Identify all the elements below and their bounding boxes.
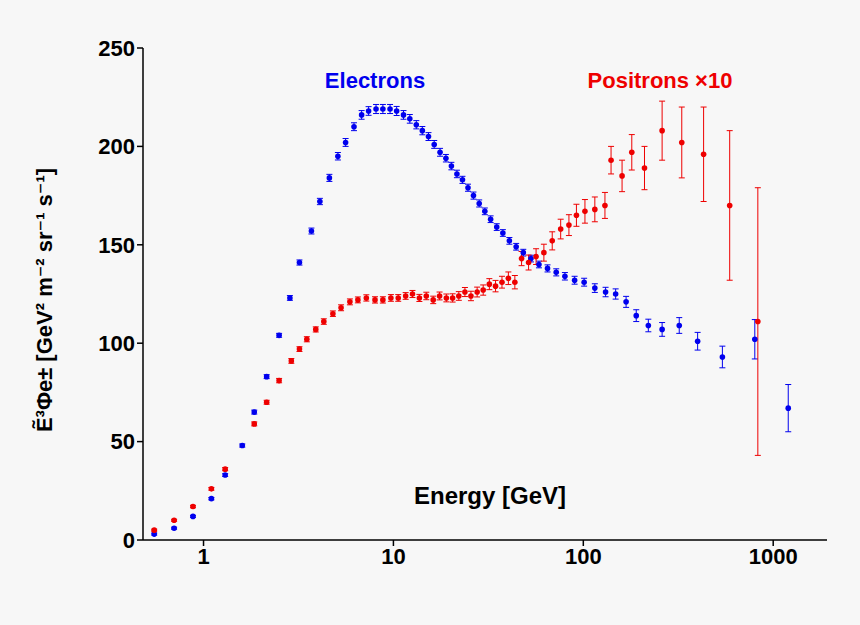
svg-text:100: 100 (98, 331, 135, 356)
svg-text:250: 250 (98, 36, 135, 61)
svg-text:1: 1 (197, 544, 209, 569)
html-text:Electrons: Electrons (324, 68, 426, 93)
svg-text:100: 100 (565, 544, 602, 569)
svg-text:200: 200 (98, 134, 135, 159)
svg-text:0: 0 (123, 528, 135, 553)
svg-text:1000: 1000 (749, 544, 798, 569)
html-text:Ẽ³Φe± [GeV² m⁻² sr⁻¹ s⁻¹]: Ẽ³Φe± [GeV² m⁻² sr⁻¹ s⁻¹] (32, 167, 57, 433)
html-text:Positrons ×10: Positrons ×10 (587, 68, 733, 93)
svg-text:50: 50 (111, 429, 135, 454)
svg-text:10: 10 (381, 544, 405, 569)
html-text:Energy [GeV]: Energy [GeV] (414, 482, 566, 509)
svg-text:150: 150 (98, 233, 135, 258)
